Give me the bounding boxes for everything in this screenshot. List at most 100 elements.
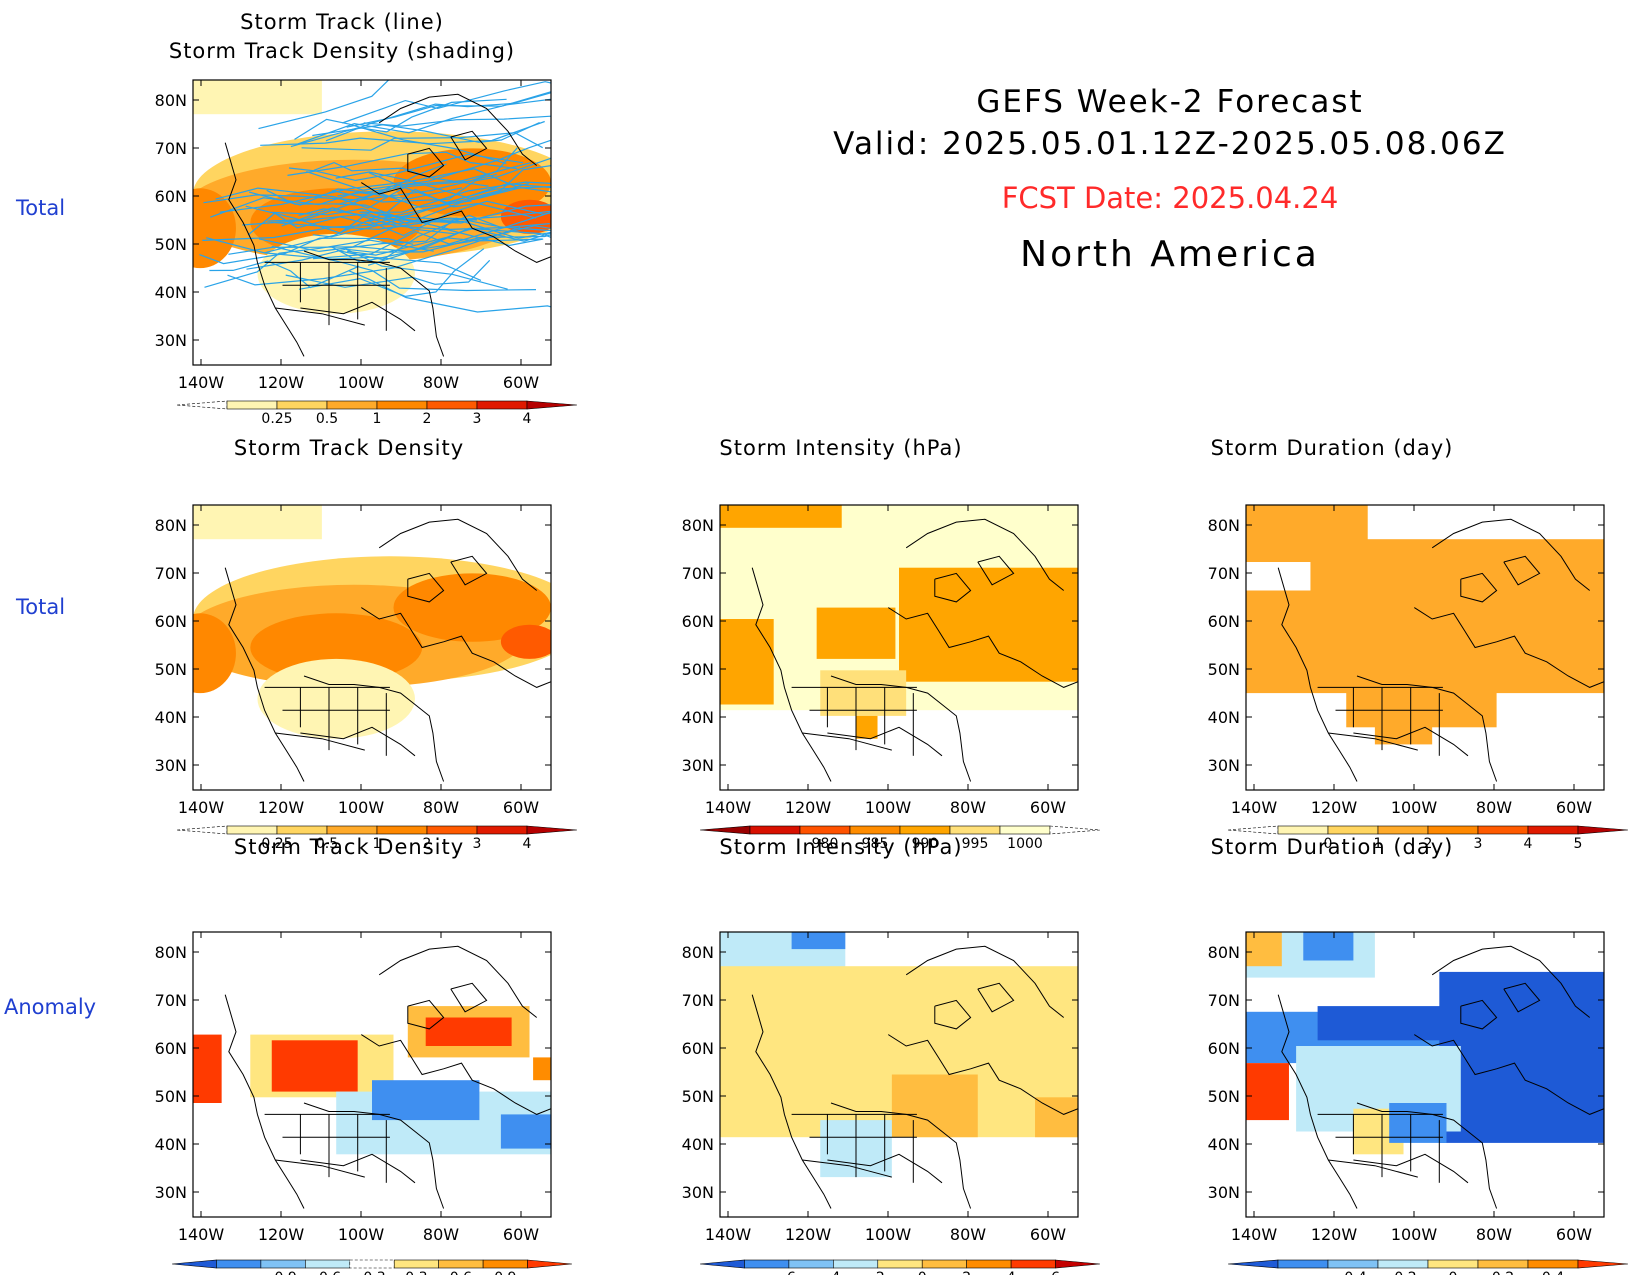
colorbar-cell	[800, 826, 850, 834]
p3-shading-region	[856, 716, 877, 739]
lon-label: 140W	[1231, 1225, 1278, 1244]
lon-label: 80W	[423, 373, 459, 392]
lon-label: 60W	[1556, 1225, 1592, 1244]
colorbar-cell	[277, 401, 327, 409]
lat-label: 30N	[155, 331, 187, 350]
lat-label: 70N	[155, 564, 187, 583]
p5-shading-region	[193, 1035, 222, 1103]
lat-label: 70N	[682, 564, 714, 583]
colorbar-cell	[833, 1260, 877, 1268]
colorbar-cell	[528, 1260, 572, 1268]
colorbar-cell	[227, 401, 277, 409]
p7-map: 80N 70N 60N 50N 40N 30N 140W 120W 100W 80W 60W	[1208, 932, 1604, 1244]
p3-shading-region	[720, 505, 842, 528]
colorbar-cell	[427, 401, 477, 409]
colorbar-label: 0.9	[494, 1270, 516, 1275]
colorbar-cell	[1278, 826, 1328, 834]
p3-colorbar: 980 985 990 995 1000	[700, 826, 1100, 852]
colorbar-cell	[850, 826, 900, 834]
lat-label: 30N	[1208, 1183, 1240, 1202]
colorbar-label: 990	[912, 836, 939, 852]
colorbar-cell	[277, 826, 327, 834]
colorbar-cell	[750, 826, 800, 834]
lon-label: 60W	[503, 1225, 539, 1244]
lat-label: 80N	[155, 516, 187, 535]
lon-label: 140W	[705, 1225, 752, 1244]
colorbar-label: 0.2	[1492, 1270, 1514, 1275]
p4-shading-region	[1346, 676, 1496, 727]
lat-label: 30N	[682, 756, 714, 775]
lon-label: 80W	[1476, 798, 1512, 817]
p7-shading-region	[1246, 1063, 1289, 1120]
lat-label: 40N	[682, 1135, 714, 1154]
lat-label: 60N	[682, 612, 714, 631]
colorbar-cell	[527, 401, 577, 409]
lat-label: 40N	[155, 708, 187, 727]
p3-shading-region	[899, 568, 1078, 682]
lat-label: 80N	[1208, 516, 1240, 535]
colorbar-label: 0.3	[405, 1270, 427, 1275]
p7-shading-region	[1246, 932, 1282, 966]
colorbar-cell	[227, 826, 277, 834]
colorbar-label: 2	[423, 836, 432, 852]
colorbar-cell	[477, 826, 527, 834]
colorbar-cell	[1428, 1260, 1478, 1268]
lat-label: 50N	[1208, 1087, 1240, 1106]
colorbar-cell	[744, 1260, 788, 1268]
p1-colorbar: 0.25 0.5 1 2 3 4	[177, 401, 577, 427]
colorbar-cell	[527, 826, 577, 834]
p1-map: 80N70N60N50N40N30N140W 120W 100W 80W 60W	[155, 49, 648, 392]
colorbar-label: 2	[962, 1270, 971, 1275]
lon-label: 60W	[503, 373, 539, 392]
lon-label: 120W	[785, 798, 832, 817]
colorbar-label: -2	[871, 1270, 885, 1275]
colorbar-cell	[483, 1260, 527, 1268]
colorbar-cell	[439, 1260, 483, 1268]
lon-label: 120W	[258, 1225, 305, 1244]
p6-shading-region	[892, 1075, 978, 1138]
colorbar-cell	[1378, 1260, 1428, 1268]
colorbar-cell	[1328, 1260, 1378, 1268]
colorbar-label: 2	[1424, 836, 1433, 852]
lat-label: 60N	[155, 612, 187, 631]
colorbar-label: -0.2	[1389, 1270, 1416, 1275]
lat-label: 30N	[155, 756, 187, 775]
colorbar-label: -0.6	[314, 1270, 341, 1275]
p3-map: 80N70N60N50N40N30N140W 120W 100W 80W 60W	[682, 505, 1078, 817]
colorbar-label: 995	[962, 836, 989, 852]
colorbar-label: 985	[862, 836, 889, 852]
colorbar-cell	[1528, 826, 1578, 834]
colorbar-label: 5	[1574, 836, 1583, 852]
colorbar-label: 1	[373, 411, 382, 427]
lon-label: 80W	[1476, 1225, 1512, 1244]
lon-label: 120W	[785, 1225, 832, 1244]
colorbar-label: -0.4	[1339, 1270, 1366, 1275]
lon-label: 60W	[1556, 798, 1592, 817]
colorbar-label: 0	[1324, 836, 1333, 852]
lat-label: 30N	[1208, 756, 1240, 775]
colorbar-label: 3	[473, 411, 482, 427]
p5-colorbar: -0.9-0.6-0.30.30.60.9	[172, 1260, 572, 1275]
figure-canvas: 80N70N60N50N40N30N140W 120W 100W 80W 60W80N7…	[0, 0, 1650, 1275]
lat-label: 50N	[682, 660, 714, 679]
lat-label: 30N	[682, 1183, 714, 1202]
p5-shading-region	[501, 1114, 551, 1148]
lon-label: 140W	[705, 798, 752, 817]
colorbar-cell	[1011, 1260, 1055, 1268]
p7-shading-region	[1303, 932, 1353, 961]
lat-label: 60N	[1208, 1039, 1240, 1058]
p2-colorbar: 0.25 0.5 1 2 3 4	[177, 826, 577, 852]
lon-label: 80W	[950, 798, 986, 817]
colorbar-label: 4	[1524, 836, 1533, 852]
colorbar-cell	[1278, 1260, 1328, 1268]
lat-label: 60N	[155, 187, 187, 206]
lat-label: 40N	[682, 708, 714, 727]
colorbar-label: 0	[918, 1270, 927, 1275]
colorbar-cell	[1000, 826, 1050, 834]
p4-shading-region	[1310, 539, 1604, 613]
colorbar-cell	[878, 1260, 922, 1268]
colorbar-label: 0.4	[1542, 1270, 1564, 1275]
p2-shading-region	[193, 505, 322, 539]
lat-label: 50N	[155, 235, 187, 254]
p7-colorbar: -0.4-0.200.20.4	[1228, 1260, 1628, 1275]
